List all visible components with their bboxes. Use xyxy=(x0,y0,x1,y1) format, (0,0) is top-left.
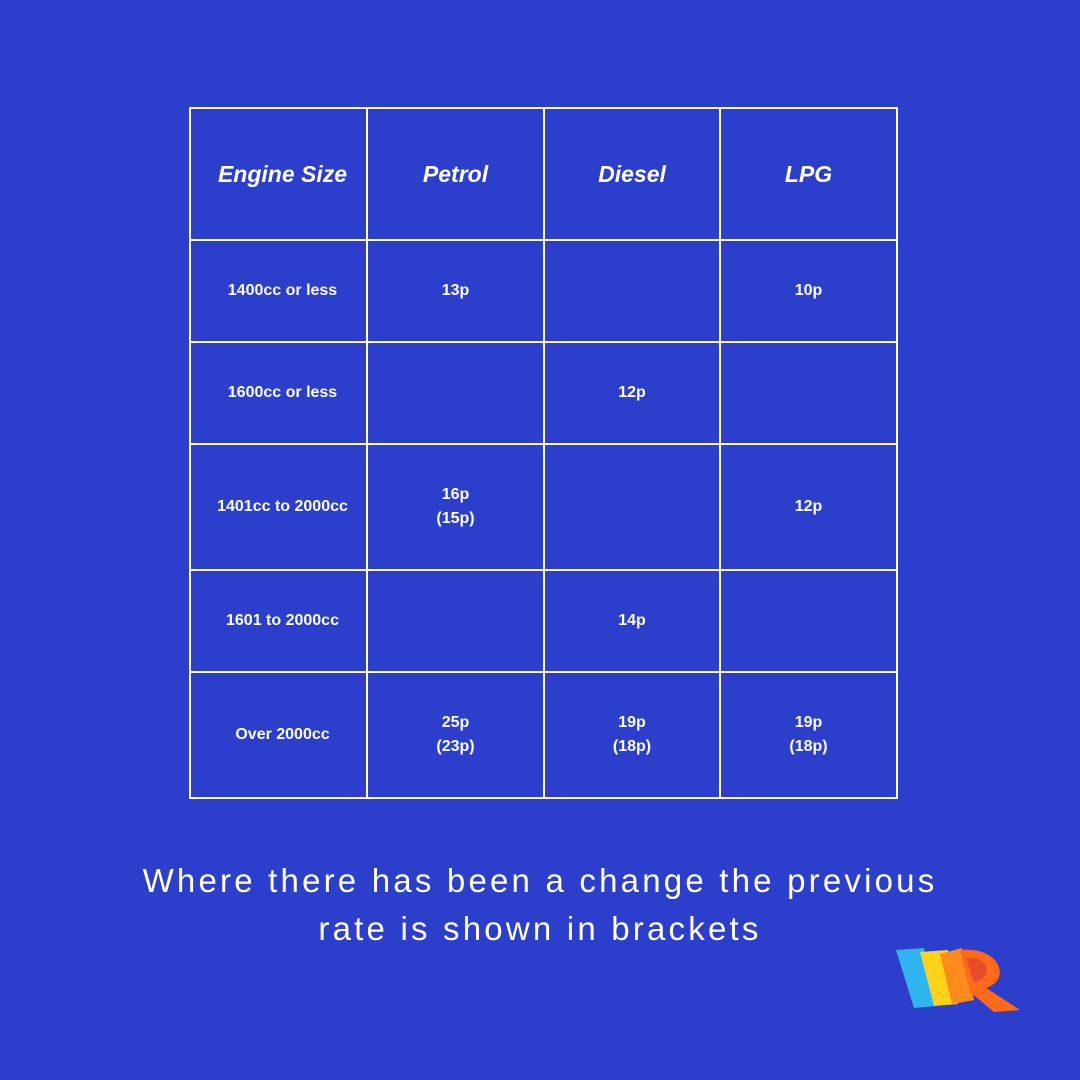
table-cell: 19p (18p) xyxy=(544,672,720,798)
table-cell: 1400cc or less xyxy=(190,240,367,342)
logo xyxy=(896,948,1020,1012)
header-text: Petrol xyxy=(422,160,489,187)
table-cell: 19p (18p) xyxy=(720,672,897,798)
cell-text: (18p) xyxy=(612,738,652,755)
header-cell: LPG xyxy=(720,108,897,240)
grid-line xyxy=(189,797,898,799)
cell-text: 13p xyxy=(441,282,470,299)
cell-text: 12p xyxy=(618,384,646,401)
caption-line: rate is shown in brackets xyxy=(318,910,762,947)
cell-text: 19p xyxy=(618,714,646,731)
table-cell: 1401cc to 2000cc xyxy=(190,444,367,570)
cell-text: (23p) xyxy=(436,738,475,755)
table-cell: 13p xyxy=(367,240,544,342)
table-cell: 25p (23p) xyxy=(367,672,544,798)
header-text: LPG xyxy=(784,160,833,187)
table-cell: Over 2000cc xyxy=(190,672,367,798)
table-cell xyxy=(544,444,720,570)
table-cell: 12p xyxy=(720,444,897,570)
table-cell xyxy=(544,240,720,342)
cell-text: (15p) xyxy=(436,510,475,527)
cell-text: 10p xyxy=(794,282,823,299)
grid-line xyxy=(189,569,898,571)
table-cell: 14p xyxy=(544,570,720,672)
table-cell: 12p xyxy=(544,342,720,444)
grid-line xyxy=(189,443,898,445)
grid-line xyxy=(896,107,898,799)
table-cell: 1600cc or less xyxy=(190,342,367,444)
cell-text: (18p) xyxy=(789,738,828,755)
header-cell: Petrol xyxy=(367,108,544,240)
table-cell xyxy=(720,342,897,444)
cell-text: 14p xyxy=(618,612,646,629)
table-cell: 16p (15p) xyxy=(367,444,544,570)
table-cell: 1601 to 2000cc xyxy=(190,570,367,672)
header-text: Diesel xyxy=(598,160,666,187)
cell-text: 1400cc or less xyxy=(227,282,338,299)
cell-text: 12p xyxy=(794,498,823,515)
grid-line xyxy=(719,107,721,799)
cell-text: 25p xyxy=(441,714,470,731)
caption-line: Where there has been a change the previo… xyxy=(142,862,938,899)
grid-line xyxy=(189,341,898,343)
cell-text: 1601 to 2000cc xyxy=(226,612,339,629)
header-text: Engine Size xyxy=(217,160,348,187)
cell-text: 1401cc to 2000cc xyxy=(217,498,348,515)
cell-text: 16p xyxy=(441,486,470,503)
cell-text: 19p xyxy=(794,714,823,731)
grid-line xyxy=(366,107,368,799)
grid-line xyxy=(189,239,898,241)
table-cell xyxy=(367,570,544,672)
header-cell: Engine Size xyxy=(190,108,367,240)
cell-text: 1600cc or less xyxy=(227,384,338,401)
table-cell: 10p xyxy=(720,240,897,342)
grid-line xyxy=(189,107,191,799)
table-cell xyxy=(367,342,544,444)
grid-line xyxy=(189,107,898,109)
grid-line xyxy=(543,107,545,799)
header-cell: Diesel xyxy=(544,108,720,240)
table-cell xyxy=(720,570,897,672)
cell-text: Over 2000cc xyxy=(235,726,330,743)
grid-line xyxy=(189,671,898,673)
